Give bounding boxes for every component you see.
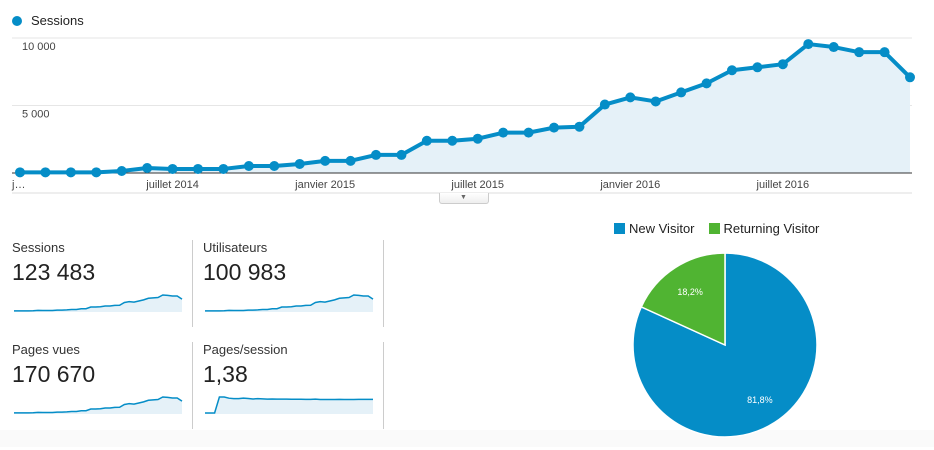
data-point[interactable]: [243, 160, 254, 171]
visitor-pie-chart[interactable]: 81,8% 18,2%: [620, 240, 830, 450]
metric-value: 100 983: [203, 259, 287, 285]
pie-slice-new-visitor[interactable]: [632, 252, 818, 438]
metric-users[interactable]: Utilisateurs 100 983: [203, 240, 383, 330]
data-point[interactable]: [472, 133, 483, 144]
data-point[interactable]: [523, 127, 534, 138]
data-point[interactable]: [828, 42, 839, 53]
chevron-down-icon: ▼: [460, 194, 467, 201]
metric-label: Utilisateurs: [203, 240, 268, 255]
data-point[interactable]: [650, 96, 661, 107]
sparkline: [14, 396, 183, 414]
y-tick-label: 5 000: [22, 109, 50, 121]
data-point[interactable]: [599, 99, 610, 110]
x-tick-label: janvier 2016: [599, 179, 660, 191]
sparkline-fill: [205, 295, 373, 312]
data-point[interactable]: [269, 160, 280, 171]
pie-legend: New Visitor Returning Visitor: [614, 221, 819, 236]
metric-sessions[interactable]: Sessions 123 483: [12, 240, 192, 330]
data-point[interactable]: [65, 167, 76, 178]
divider: [383, 240, 384, 327]
data-point[interactable]: [701, 78, 712, 89]
data-point[interactable]: [676, 87, 687, 98]
sparkline-fill: [205, 397, 373, 414]
x-tick-label: juillet 2015: [450, 179, 504, 191]
x-tick-label: juillet 2016: [756, 179, 810, 191]
data-point[interactable]: [116, 165, 127, 176]
swatch-icon: [614, 223, 625, 234]
legend-returning-visitor[interactable]: Returning Visitor: [708, 221, 820, 236]
swatch-icon: [708, 223, 720, 234]
pie-slice-returning-visitor[interactable]: [640, 252, 726, 347]
sparkline: [205, 294, 374, 312]
sparkline-line: [205, 294, 374, 312]
divider: [383, 342, 384, 429]
data-point[interactable]: [879, 47, 890, 58]
sparkline-line: [205, 396, 373, 414]
legend-label: Returning Visitor: [723, 221, 820, 236]
sparkline: [205, 396, 373, 414]
metric-label: Sessions: [12, 240, 65, 255]
x-tick-label: janvier 2015: [294, 179, 355, 191]
metric-value: 1,38: [203, 361, 248, 387]
data-point[interactable]: [345, 155, 356, 166]
chart-collapse-toggle[interactable]: ▼: [439, 193, 489, 204]
y-tick-label: 10 000: [22, 41, 56, 53]
data-point[interactable]: [320, 155, 331, 166]
pie-slice-label: 81,8%: [747, 395, 773, 405]
metric-label: Pages/session: [203, 342, 288, 357]
data-point[interactable]: [905, 72, 915, 83]
data-point[interactable]: [396, 149, 407, 160]
chart-legend: Sessions: [12, 13, 84, 28]
legend-label: Sessions: [31, 13, 84, 28]
data-point[interactable]: [574, 121, 585, 132]
sparkline-fill: [14, 397, 182, 414]
sparkline-line: [14, 396, 183, 414]
data-point[interactable]: [625, 92, 636, 103]
sparkline-line: [14, 294, 183, 312]
data-point[interactable]: [549, 122, 559, 133]
x-tick-label: j…: [11, 179, 25, 191]
data-point[interactable]: [294, 158, 305, 169]
data-point[interactable]: [91, 167, 102, 178]
data-point[interactable]: [40, 167, 51, 178]
data-point[interactable]: [498, 127, 509, 138]
metric-pages-per-session[interactable]: Pages/session 1,38: [203, 342, 383, 432]
area-fill: [20, 44, 910, 174]
sessions-legend-dot: [12, 15, 22, 26]
data-point[interactable]: [167, 163, 178, 174]
data-point[interactable]: [447, 135, 458, 146]
data-point[interactable]: [803, 39, 814, 50]
metric-pageviews[interactable]: Pages vues 170 670: [12, 342, 192, 432]
legend-label: New Visitor: [629, 221, 695, 236]
divider: [192, 240, 193, 327]
data-point[interactable]: [142, 163, 153, 174]
x-tick-label: juillet 2014: [145, 179, 199, 191]
data-point[interactable]: [218, 163, 229, 174]
sparkline-fill: [14, 295, 182, 312]
divider: [192, 342, 193, 429]
data-point[interactable]: [727, 65, 737, 76]
data-point[interactable]: [777, 59, 788, 70]
data-point[interactable]: [752, 62, 763, 73]
sessions-line-chart[interactable]: 5 000 10 000 j… juillet 2014 janvier 2015 jui…: [0, 30, 934, 200]
data-point[interactable]: [371, 149, 381, 160]
metric-value: 170 670: [12, 361, 96, 387]
data-point[interactable]: [193, 163, 203, 174]
metric-label: Pages vues: [12, 342, 80, 357]
data-point[interactable]: [421, 135, 432, 146]
data-point[interactable]: [854, 47, 865, 58]
data-point[interactable]: [15, 167, 25, 178]
sparkline: [14, 294, 183, 312]
pie-slice-label: 18,2%: [677, 287, 703, 297]
legend-new-visitor[interactable]: New Visitor: [614, 221, 695, 236]
metric-value: 123 483: [12, 259, 96, 285]
